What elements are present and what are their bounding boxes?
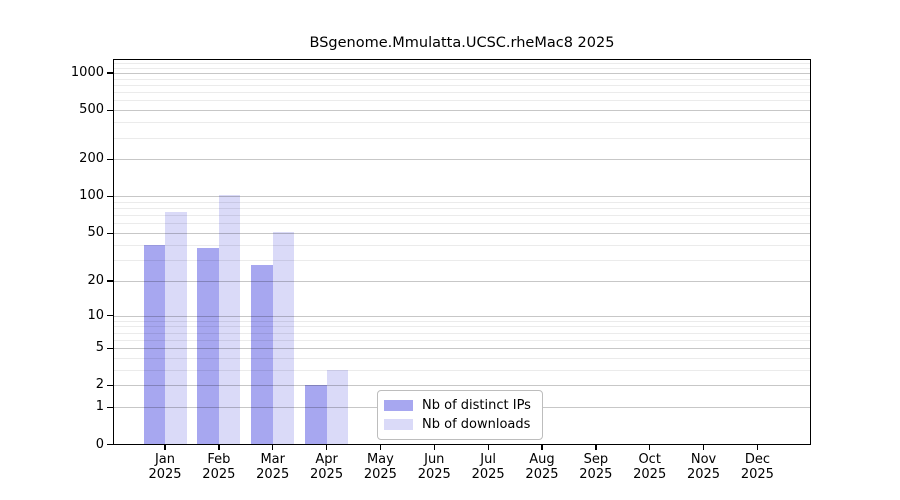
legend-swatch-distinct-ips-icon [384, 400, 413, 411]
x-tick-mark [272, 444, 274, 450]
gridline-minor [113, 244, 811, 246]
x-tick-mark [649, 444, 651, 450]
y-tick-label: 500 [79, 102, 104, 118]
gridline-minor [113, 215, 811, 217]
gridline-major [113, 73, 811, 75]
x-tick-label: Apr 2025 [310, 451, 344, 483]
y-tick-mark [107, 384, 113, 387]
bar-downloads [165, 211, 187, 445]
y-tick-label: 2 [95, 377, 104, 393]
gridline-minor [113, 332, 811, 334]
legend-label-distinct-ips: Nb of distinct IPs [422, 398, 531, 413]
plot-frame [113, 59, 811, 445]
y-tick-label: 100 [79, 188, 104, 204]
y-tick-mark [107, 443, 113, 446]
x-tick-mark [541, 444, 543, 450]
gridline-minor [113, 259, 811, 261]
bar-downloads [218, 194, 241, 445]
legend-item-distinct-ips: Nb of distinct IPs [384, 396, 534, 415]
x-tick-label: Dec 2025 [740, 451, 774, 483]
gridline-minor [113, 320, 811, 322]
y-tick-label: 20 [87, 272, 104, 288]
gridline-minor [113, 92, 811, 94]
gridline-minor [113, 67, 811, 69]
legend-item-downloads: Nb of downloads [384, 415, 534, 434]
bar-downloads [326, 369, 349, 445]
x-tick-mark [702, 444, 705, 450]
gridline-major [113, 110, 811, 112]
x-tick-label: Jun 2025 [417, 451, 451, 483]
y-tick-mark [107, 232, 113, 234]
x-tick-label: Feb 2025 [202, 451, 236, 483]
gridline-minor [113, 100, 811, 102]
gridline-minor [113, 208, 811, 210]
y-tick-label: 5 [95, 340, 104, 356]
gridline-major [113, 315, 811, 317]
y-tick-mark [107, 347, 113, 349]
y-tick-label: 200 [79, 151, 104, 167]
x-tick-label: Jul 2025 [471, 451, 505, 483]
x-tick-label: Aug 2025 [525, 451, 559, 483]
x-tick-label: May 2025 [363, 451, 397, 483]
bar-distinct-ips [197, 247, 219, 445]
x-tick-mark [379, 444, 382, 450]
x-tick-label: Oct 2025 [633, 451, 667, 483]
x-tick-mark [433, 444, 435, 450]
bar-distinct-ips [251, 265, 273, 445]
x-tick-mark [487, 444, 489, 450]
x-tick-mark [218, 444, 220, 450]
gridline-minor [113, 223, 811, 225]
gridline-minor [113, 63, 811, 65]
y-tick-mark [107, 314, 113, 317]
chart-title: BSgenome.Mmulatta.UCSC.rheMac8 2025 [309, 35, 615, 51]
x-tick-mark [164, 444, 166, 450]
gridline-minor [113, 201, 811, 203]
x-tick-mark [595, 444, 597, 450]
x-tick-mark [325, 444, 328, 450]
y-tick-label: 0 [95, 436, 104, 452]
x-tick-label: Nov 2025 [686, 451, 721, 483]
y-tick-mark [107, 406, 113, 408]
gridline-minor [113, 369, 811, 371]
x-tick-label: Mar 2025 [256, 451, 290, 483]
bar-distinct-ips [305, 385, 327, 445]
x-tick-label: Jan 2025 [148, 451, 182, 483]
gridline-major [113, 280, 811, 282]
gridline-minor [113, 85, 811, 87]
gridline-minor [113, 357, 811, 359]
x-tick-label: Sep 2025 [579, 451, 613, 483]
bar-distinct-ips [143, 244, 165, 445]
gridline-major [113, 159, 811, 161]
x-tick-mark [756, 444, 759, 450]
gridline-minor [113, 326, 811, 328]
legend: Nb of distinct IPs Nb of downloads [377, 390, 543, 440]
gridline-major [113, 233, 811, 235]
legend-label-downloads: Nb of downloads [422, 417, 531, 432]
gridline-minor [113, 122, 811, 124]
gridline-major [113, 196, 811, 198]
y-tick-mark [107, 109, 113, 111]
bar-downloads [272, 232, 295, 445]
y-tick-label: 1 [95, 399, 104, 415]
y-tick-label: 50 [87, 225, 104, 241]
gridline-minor [113, 78, 811, 80]
gridline-minor [113, 339, 811, 341]
gridline-minor [113, 137, 811, 139]
y-tick-mark [107, 158, 113, 161]
y-tick-mark [107, 195, 113, 198]
y-tick-mark [107, 280, 113, 282]
legend-swatch-downloads-icon [384, 419, 413, 430]
gridline-major [113, 385, 811, 387]
y-tick-mark [107, 72, 113, 74]
gridline-major [113, 348, 811, 350]
y-tick-label: 10 [87, 307, 104, 323]
y-tick-label: 1000 [70, 65, 104, 81]
